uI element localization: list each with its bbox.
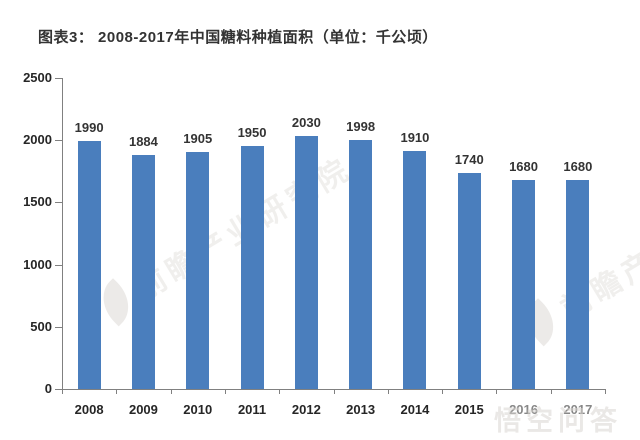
x-tick-label-2010: 2010 xyxy=(183,402,213,417)
x-tick-label-2013: 2013 xyxy=(346,402,376,417)
bar-2011 xyxy=(240,146,264,389)
value-label-2015: 1740 xyxy=(454,151,484,167)
x-tick xyxy=(496,389,498,394)
value-label-2013: 1998 xyxy=(346,119,376,135)
y-tick xyxy=(55,78,62,79)
value-label-2016: 1680 xyxy=(509,159,538,174)
x-tick xyxy=(333,389,335,394)
y-tick xyxy=(55,326,62,328)
y-tick-label: 2500 xyxy=(23,70,52,85)
bar-2008 xyxy=(77,141,101,389)
y-tick xyxy=(55,389,62,390)
x-tick xyxy=(170,389,172,394)
x-tick-label-2009: 2009 xyxy=(128,402,158,417)
y-tick xyxy=(55,264,62,266)
x-tick xyxy=(387,389,389,394)
y-tick-label: 1000 xyxy=(23,256,52,272)
value-label-2014: 1910 xyxy=(400,130,430,146)
x-tick-label-2012: 2012 xyxy=(291,402,321,417)
bar-2017 xyxy=(566,180,590,389)
y-axis-line xyxy=(62,78,63,389)
x-tick xyxy=(62,389,63,394)
bar-2012 xyxy=(294,136,318,389)
bar-2013 xyxy=(349,140,373,389)
x-tick xyxy=(224,389,226,394)
value-label-2011: 1950 xyxy=(237,125,267,141)
bar-2015 xyxy=(457,172,481,389)
x-tick-label-2011: 2011 xyxy=(237,402,267,417)
x-tick xyxy=(116,389,118,394)
y-tick-label: 2000 xyxy=(23,132,52,148)
y-tick xyxy=(55,202,62,204)
x-tick-label-2016: 2016 xyxy=(509,402,538,417)
y-tick xyxy=(55,140,62,142)
value-label-2012: 2030 xyxy=(291,115,321,131)
x-tick-label-2008: 2008 xyxy=(74,402,104,417)
y-tick-label: 0 xyxy=(44,381,52,396)
x-tick-label-2014: 2014 xyxy=(400,402,430,417)
value-label-2009: 1884 xyxy=(128,133,158,149)
x-tick-label-2017: 2017 xyxy=(563,402,593,417)
value-label-2008: 1990 xyxy=(74,120,104,136)
value-label-2017: 1680 xyxy=(563,159,593,174)
x-tick xyxy=(442,389,444,394)
y-tick-label: 1500 xyxy=(23,194,52,210)
x-tick xyxy=(605,389,606,394)
bar-2009 xyxy=(131,154,155,389)
bar-2016 xyxy=(512,180,536,389)
value-label-2010: 1905 xyxy=(183,131,213,147)
bar-2014 xyxy=(403,151,427,389)
x-tick xyxy=(279,389,281,394)
bar-2010 xyxy=(186,152,210,389)
x-tick-label-2015: 2015 xyxy=(454,402,484,417)
y-tick-label: 500 xyxy=(30,318,52,334)
x-tick xyxy=(550,389,552,394)
chart-title: 图表3： 2008-2017年中国糖料种植面积（单位：千公顷） xyxy=(38,29,438,46)
